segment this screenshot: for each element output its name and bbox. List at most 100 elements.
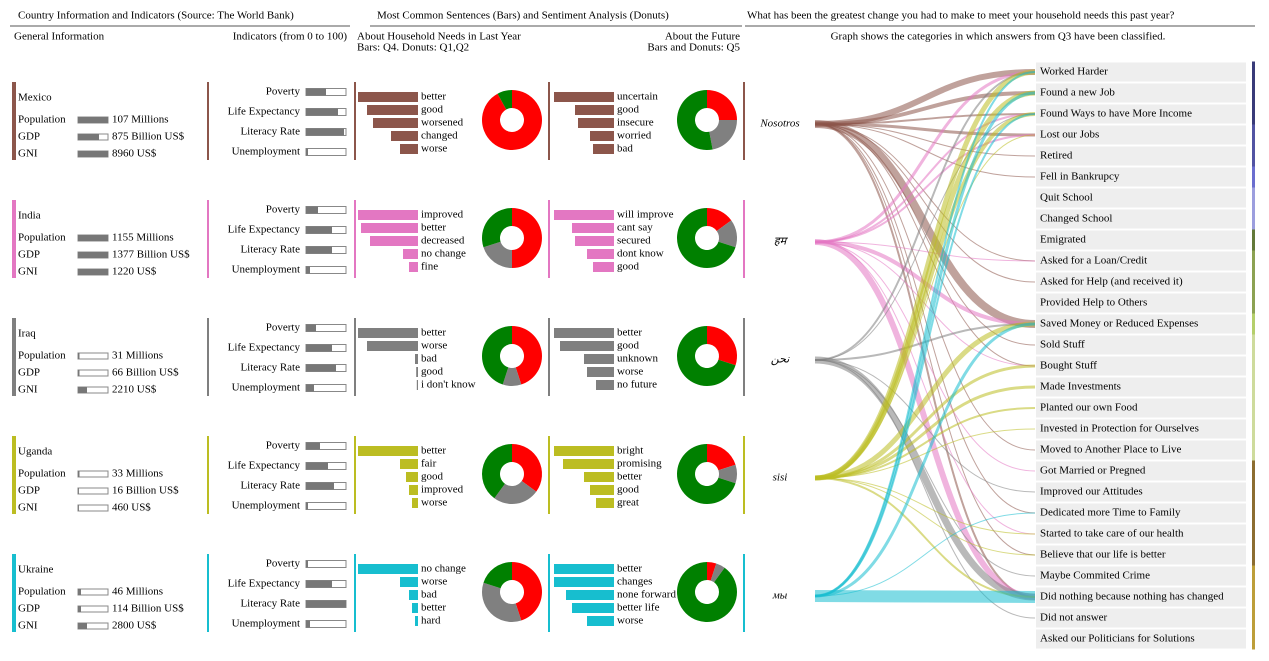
sentence-bar [373, 118, 418, 128]
bar-track [305, 502, 347, 510]
category-group-bar [1252, 460, 1255, 482]
sentence-bar [596, 380, 614, 390]
indicator-label: Unemployment [232, 264, 300, 276]
sentence-bar [587, 249, 614, 259]
bar-track [77, 470, 109, 478]
category-label: Emigrated [1040, 234, 1086, 246]
sentence-bar [358, 564, 418, 574]
category-group-bar [1252, 271, 1255, 293]
category-label: Believe that our life is better [1040, 549, 1166, 561]
sentence-label: uncertain [617, 91, 658, 103]
category-label: Maybe Commited Crime [1040, 570, 1150, 582]
flow [814, 134, 1036, 243]
category-box [1036, 461, 1246, 481]
info-bar [78, 353, 80, 359]
indicator-bar [306, 88, 326, 96]
donut-slice [481, 444, 512, 499]
bar-track [77, 504, 109, 512]
indicator-bar [306, 226, 332, 234]
sentence-bar [400, 459, 418, 469]
category-box [1036, 629, 1246, 649]
sentence-label: bad [617, 143, 633, 155]
sentence-label: great [617, 497, 639, 509]
category-box [1036, 251, 1246, 271]
sentence-label: changes [617, 576, 652, 588]
category-label: Worked Harder [1040, 66, 1108, 78]
info-label: GNI [18, 620, 38, 632]
donut-slice [676, 444, 736, 505]
flow [814, 359, 1036, 619]
category-group-bar [1252, 565, 1255, 587]
info-bar [78, 623, 87, 629]
info-value: 46 Millions [112, 586, 163, 598]
info-label: GDP [18, 367, 40, 379]
category-box [1036, 503, 1246, 523]
donut-slice [502, 367, 522, 386]
category-group-bar [1252, 250, 1255, 272]
category-group-bar [1252, 103, 1255, 125]
info-bar [78, 151, 108, 157]
sentence-bar [578, 118, 614, 128]
indicator-bar [306, 364, 336, 372]
native-word: sisi [773, 472, 788, 484]
header-title: Country Information and Indicators (Sour… [18, 10, 294, 22]
subheader: About the Future [665, 31, 740, 43]
sentence-bar [554, 328, 614, 338]
sentence-label: bright [617, 445, 643, 457]
sentence-label: better [617, 563, 642, 575]
donut-slice [497, 90, 512, 110]
category-group-bar [1252, 82, 1255, 104]
flow [814, 123, 1036, 157]
sentence-bar [554, 92, 614, 102]
info-value: 31 Millions [112, 350, 163, 362]
sentence-bar [391, 131, 418, 141]
info-bar [78, 471, 80, 477]
sentence-label: fair [421, 458, 437, 470]
category-box [1036, 587, 1246, 607]
info-bar [78, 134, 99, 140]
sentence-bar [554, 446, 614, 456]
donut-slice [512, 444, 542, 492]
indicator-bar [306, 148, 308, 156]
info-bar [78, 589, 81, 595]
sentence-bar [358, 92, 418, 102]
category-group-bar [1252, 397, 1255, 419]
indicator-bar [306, 246, 332, 254]
sentence-bar [416, 367, 418, 377]
country-marker [12, 554, 16, 632]
sentence-label: none forward [617, 589, 676, 601]
info-value: 1155 Millions [112, 232, 174, 244]
native-word: نحن [771, 354, 790, 366]
indicator-bar [306, 600, 346, 608]
indicator-label: Life Expectancy [228, 578, 301, 590]
category-label: Made Investments [1040, 381, 1121, 393]
sentence-bar [587, 367, 614, 377]
sentence-label: worse [617, 615, 643, 627]
sentence-bar [590, 485, 614, 495]
indicator-bar [306, 108, 338, 116]
category-label: Found a new Job [1040, 87, 1115, 99]
indicator-bar [306, 462, 328, 470]
sentence-bar [590, 131, 614, 141]
sentence-bar [584, 472, 614, 482]
category-label: Fell in Bankrupcy [1040, 171, 1120, 183]
sentence-label: bad [421, 589, 437, 601]
sentence-bar [415, 354, 418, 364]
category-box [1036, 545, 1246, 565]
category-box [1036, 293, 1246, 313]
category-group-bar [1252, 439, 1255, 461]
flow [814, 120, 1036, 328]
category-label: Sold Stuff [1040, 339, 1085, 351]
donut-slice [483, 241, 512, 268]
category-box [1036, 482, 1246, 502]
info-value: 875 Billion US$ [112, 131, 185, 143]
indicator-label: Poverty [266, 86, 301, 98]
category-group-bar [1252, 628, 1255, 650]
flow [814, 71, 1036, 361]
flow [814, 322, 1036, 598]
sentence-bar [406, 472, 418, 482]
indicator-label: Literacy Rate [240, 126, 300, 138]
indicator-bar [306, 560, 308, 568]
sentence-label: good [617, 104, 640, 116]
info-value: 33 Millions [112, 468, 163, 480]
